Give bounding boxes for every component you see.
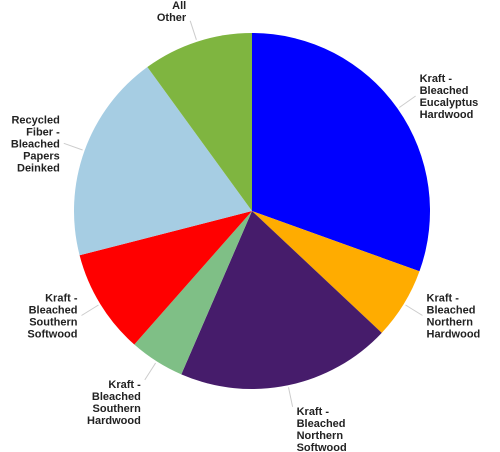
slice-label-line: Eucalyptus xyxy=(420,97,479,109)
label-leader-line xyxy=(144,362,157,381)
slice-label: Kraft -Bleached Eucalyptus Hardwood xyxy=(420,73,479,121)
slice-label-line: Bleached xyxy=(29,305,78,317)
pie-slice xyxy=(134,211,252,375)
slice-label-line: Bleached xyxy=(420,85,469,97)
slice-label: All Other xyxy=(157,0,187,24)
pie-slice xyxy=(252,211,420,333)
slice-label-line: Bleached xyxy=(92,391,141,403)
slice-label-line: Recycled xyxy=(11,114,59,126)
pie-slice xyxy=(252,33,431,272)
label-leader-line xyxy=(405,304,423,316)
label-leader-line xyxy=(288,387,294,407)
slice-label-line: All xyxy=(172,0,186,12)
slice-label-line: Northern xyxy=(427,317,474,329)
slice-label-line: Softwood xyxy=(297,442,347,452)
slice-label: Recycled Fiber -Bleached Papers Deinked xyxy=(11,114,60,174)
slice-label-line: Bleached xyxy=(297,418,346,430)
pie-slice xyxy=(79,211,252,345)
slice-label-line: Kraft - xyxy=(45,293,78,305)
slice-label: Kraft -Bleached Northern Softwood xyxy=(297,406,347,452)
label-leader-line xyxy=(81,304,99,316)
slice-label: Kraft -Bleached Northern Hardwood xyxy=(427,293,481,341)
slice-label-line: Kraft - xyxy=(297,406,330,418)
slice-label-line: Bleached xyxy=(11,138,60,150)
pie-slice xyxy=(181,211,382,390)
slice-label-line: Kraft - xyxy=(420,73,453,85)
slice-label-line: Southern xyxy=(29,317,78,329)
slice-label-line: Hardwood xyxy=(427,329,481,341)
slice-label-line: Softwood xyxy=(27,329,77,341)
pie-slice xyxy=(147,33,252,211)
pie-slices xyxy=(73,33,431,390)
slice-label-line: Bleached xyxy=(427,305,476,317)
slice-label-line: Other xyxy=(157,12,187,24)
slice-label: Kraft -Bleached Southern Softwood xyxy=(27,293,77,341)
slice-label-line: Kraft - xyxy=(108,379,141,391)
slice-label-line: Northern xyxy=(297,430,344,442)
slice-label-line: Deinked xyxy=(17,162,60,174)
slice-label-line: Hardwood xyxy=(87,415,141,427)
slice-label-line: Papers xyxy=(23,150,60,162)
pie-slice xyxy=(73,66,252,256)
slice-label-line: Southern xyxy=(93,403,142,415)
slice-label-line: Fiber - xyxy=(26,126,60,138)
label-leader-line xyxy=(399,95,416,108)
slice-label-line: Kraft - xyxy=(427,293,460,305)
slice-label: Kraft -Bleached Southern Hardwood xyxy=(87,379,141,427)
label-leader-line xyxy=(63,142,83,151)
label-leader-line xyxy=(189,20,197,40)
slice-label-line: Hardwood xyxy=(420,109,474,121)
